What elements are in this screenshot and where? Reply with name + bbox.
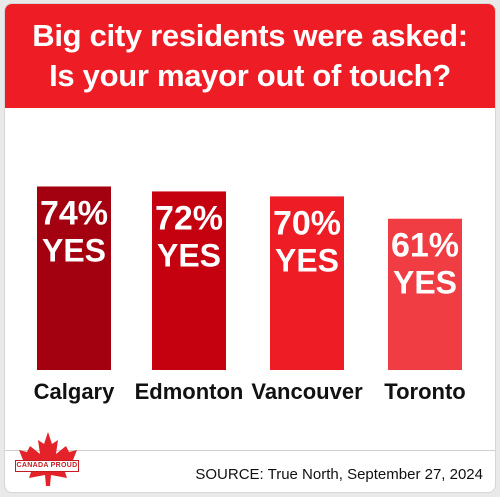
category-label-vancouver: Vancouver [251,379,363,404]
value-label-edmonton: 72% [155,199,223,237]
bar-toronto [388,218,462,370]
bar-vancouver [270,196,344,370]
chart-title-line-1: Big city residents were asked: [32,18,468,53]
source-note: SOURCE: True North, September 27, 2024 [195,466,483,483]
bar-calgary [37,186,111,370]
maple-leaf-icon [17,432,79,486]
logo-wordmark: CANADA PROUD [15,460,79,472]
value-label-vancouver: 70% [273,204,341,242]
value-label-toronto: 61% [391,227,459,265]
bar-edmonton [152,191,226,370]
answer-label-calgary: YES [42,232,106,268]
bar-chart: 74%YESCalgary72%YESEdmonton70%YESVancouv… [34,186,466,404]
answer-label-edmonton: YES [157,237,221,273]
value-label-calgary: 74% [40,194,108,232]
infographic-card: Big city residents were asked: Is your m… [4,3,496,493]
answer-label-vancouver: YES [275,242,339,278]
footer-divider [5,450,495,451]
chart-title-line-2: Is your mayor out of touch? [49,58,451,93]
answer-label-toronto: YES [393,265,457,301]
category-label-calgary: Calgary [34,379,115,404]
category-label-edmonton: Edmonton [135,379,244,404]
title-banner: Big city residents were asked: Is your m… [5,4,495,108]
category-label-toronto: Toronto [384,379,465,404]
